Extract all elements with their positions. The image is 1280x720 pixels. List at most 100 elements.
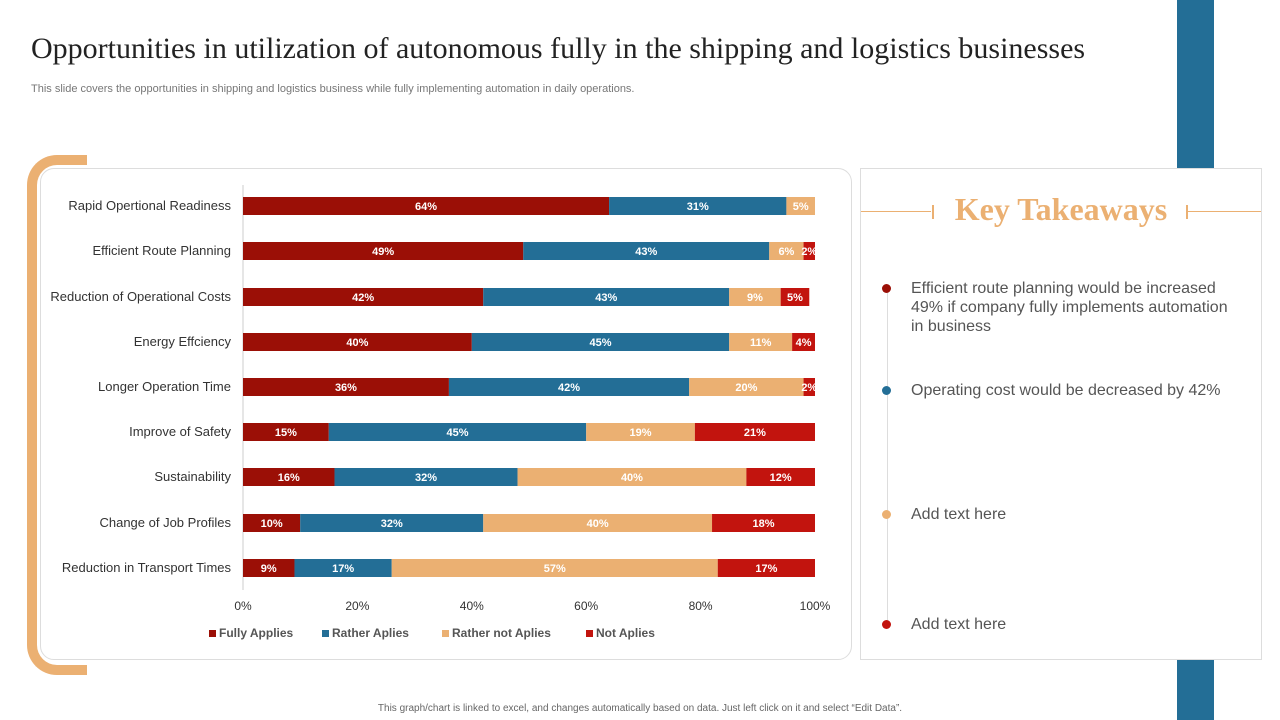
- data-label: 15%: [275, 427, 297, 439]
- bullet-dot-icon: [882, 510, 891, 519]
- data-label: 5%: [787, 292, 803, 304]
- takeaway-text: Efficient route planning would be increa…: [911, 280, 1228, 335]
- bar-segment[interactable]: [243, 378, 449, 396]
- bar-segment[interactable]: [243, 423, 329, 441]
- bar-segment[interactable]: [729, 288, 781, 306]
- legend-label: Not Aplies: [596, 626, 655, 640]
- bullet-dot-icon: [882, 620, 891, 629]
- bar-segment[interactable]: [780, 288, 810, 306]
- data-label: 42%: [352, 292, 374, 304]
- bar-segment[interactable]: [243, 333, 472, 351]
- bar-segment[interactable]: [300, 514, 484, 532]
- data-label: 31%: [687, 201, 709, 213]
- bar-segment[interactable]: [483, 288, 730, 306]
- category-label: Longer Operation Time: [98, 379, 231, 394]
- takeaway-text: Add text here: [911, 506, 1007, 523]
- bar-segment[interactable]: [448, 378, 690, 396]
- data-label: 19%: [630, 427, 652, 439]
- bar-segment[interactable]: [243, 288, 484, 306]
- data-label: 9%: [261, 563, 277, 575]
- bar-segment[interactable]: [243, 197, 610, 215]
- data-label: 40%: [346, 337, 368, 349]
- divider: [932, 205, 934, 219]
- data-label: 18%: [753, 518, 775, 530]
- bar-segment[interactable]: [694, 423, 815, 441]
- data-label: 2%: [801, 246, 817, 258]
- bar-segment[interactable]: [294, 559, 392, 577]
- data-label: 11%: [750, 337, 772, 349]
- x-tick-label: 0%: [234, 599, 252, 613]
- category-label: Rapid Opertional Readiness: [68, 198, 231, 213]
- data-label: 32%: [381, 518, 403, 530]
- divider: [1187, 211, 1261, 212]
- divider: [861, 211, 931, 212]
- bar-segment[interactable]: [243, 468, 335, 486]
- legend-swatch: [322, 630, 329, 637]
- bar-segment[interactable]: [243, 559, 295, 577]
- data-label: 32%: [415, 472, 437, 484]
- category-label: Sustainability: [154, 469, 231, 484]
- data-label: 57%: [544, 563, 566, 575]
- bar-segment[interactable]: [786, 197, 815, 215]
- category-label: Change of Job Profiles: [99, 515, 231, 530]
- footer-note: This graph/chart is linked to excel, and…: [377, 703, 903, 714]
- bar-segment[interactable]: [769, 242, 804, 260]
- data-label: 4%: [796, 337, 812, 349]
- bar-segment[interactable]: [243, 242, 524, 260]
- bar-segment[interactable]: [391, 559, 718, 577]
- legend-swatch: [209, 630, 216, 637]
- bullet-dot-icon: [882, 386, 891, 395]
- bar-segment[interactable]: [712, 514, 815, 532]
- data-label: 40%: [621, 472, 643, 484]
- category-label: Reduction in Transport Times: [62, 560, 232, 575]
- bar-segment[interactable]: [803, 378, 815, 396]
- divider: [1186, 205, 1188, 219]
- data-label: 45%: [589, 337, 611, 349]
- bar-segment[interactable]: [328, 423, 587, 441]
- page-title: Opportunities in utilization of autonomo…: [31, 32, 1086, 65]
- data-label: 49%: [372, 246, 394, 258]
- legend-label: Fully Applies: [219, 626, 294, 640]
- bar-segment[interactable]: [471, 333, 730, 351]
- data-label: 5%: [793, 201, 809, 213]
- category-label: Reduction of Operational Costs: [50, 289, 231, 304]
- legend-label: Rather not Aplies: [452, 626, 551, 640]
- bar-segment[interactable]: [729, 333, 793, 351]
- category-label: Improve of Safety: [129, 424, 231, 439]
- takeaway-text: Operating cost would be decreased by 42%: [911, 382, 1221, 399]
- key-takeaways-panel: Key Takeaways Efficient route planning w…: [860, 168, 1262, 660]
- data-label: 20%: [735, 382, 757, 394]
- bullet-dot-icon: [882, 284, 891, 293]
- x-tick-label: 100%: [800, 599, 831, 613]
- bar-segment[interactable]: [483, 514, 713, 532]
- bar-segment[interactable]: [803, 242, 815, 260]
- bar-segment[interactable]: [746, 468, 815, 486]
- bar-segment[interactable]: [517, 468, 747, 486]
- bar-segment[interactable]: [609, 197, 787, 215]
- x-tick-label: 40%: [460, 599, 484, 613]
- data-label: 6%: [778, 246, 794, 258]
- data-label: 45%: [446, 427, 468, 439]
- key-takeaways-heading: Key Takeaways: [954, 191, 1168, 227]
- bar-segment[interactable]: [792, 333, 815, 351]
- data-label: 17%: [332, 563, 354, 575]
- category-label: Energy Effciency: [134, 334, 232, 349]
- category-label: Efficient Route Planning: [92, 243, 231, 258]
- data-label: 21%: [744, 427, 766, 439]
- legend-swatch: [586, 630, 593, 637]
- bar-segment[interactable]: [689, 378, 804, 396]
- bar-segment[interactable]: [717, 559, 815, 577]
- bar-segment[interactable]: [243, 514, 301, 532]
- data-label: 17%: [755, 563, 777, 575]
- bar-segment[interactable]: [586, 423, 695, 441]
- decorative-bracket: [27, 155, 87, 675]
- data-label: 12%: [770, 472, 792, 484]
- legend-swatch: [442, 630, 449, 637]
- bar-segment[interactable]: [523, 242, 770, 260]
- bar-segment[interactable]: [334, 468, 518, 486]
- data-label: 64%: [415, 201, 437, 213]
- data-label: 10%: [261, 518, 283, 530]
- data-label: 40%: [587, 518, 609, 530]
- data-label: 9%: [747, 292, 763, 304]
